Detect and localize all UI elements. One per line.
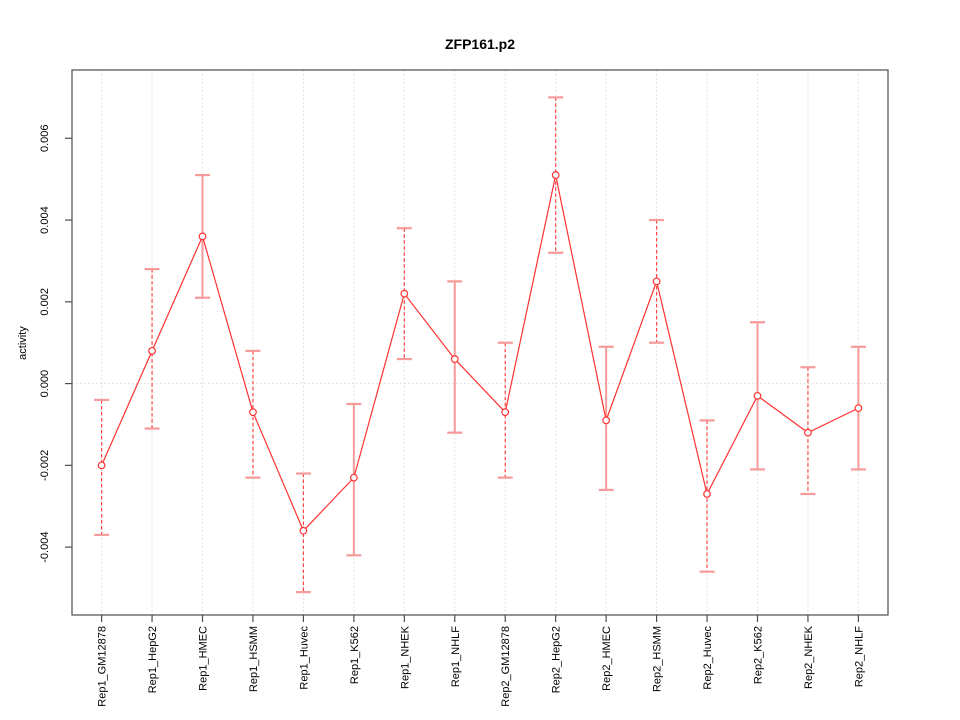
data-point-marker (198, 232, 207, 241)
x-tick-label: Rep2_NHLF (853, 626, 865, 687)
data-point-marker (551, 171, 560, 179)
data-point-marker (400, 289, 409, 298)
x-tick-label: Rep1_K562 (349, 626, 361, 684)
x-tick-label: Rep2_K562 (752, 626, 764, 684)
x-tick-label: Rep2_HMEC (601, 626, 613, 691)
y-tick-label: 0.006 (39, 125, 51, 153)
x-tick-label: Rep1_HMEC (198, 626, 210, 691)
data-point-marker (804, 428, 812, 437)
x-tick-label: Rep1_NHLF (450, 626, 462, 687)
data-point-marker (97, 461, 106, 470)
x-tick-label: Rep2_HepG2 (551, 626, 563, 693)
x-tick-label: Rep1_GM12878 (97, 626, 109, 707)
y-tick-label: -0.002 (39, 450, 51, 481)
x-tick-label: Rep1_HepG2 (147, 626, 159, 693)
x-tick-label: Rep2_Huvec (702, 626, 714, 690)
y-tick-label: 0.004 (39, 206, 51, 234)
data-point-marker (854, 404, 863, 413)
x-tick-label: Rep2_NHEK (803, 625, 815, 689)
data-point-marker (501, 408, 510, 417)
data-point-marker (753, 391, 762, 400)
data-point-marker (450, 355, 459, 363)
x-tick-label: Rep2_HSMM (652, 626, 664, 692)
data-point-marker (703, 490, 711, 498)
data-point-marker (299, 526, 308, 535)
data-point-marker (602, 416, 611, 425)
y-tick-label: 0.002 (39, 288, 51, 316)
series-line (101, 174, 859, 532)
x-tick-label: Rep1_Huvec (298, 626, 310, 690)
x-tick-label: Rep1_HSMM (248, 626, 260, 692)
data-point-marker (249, 408, 257, 417)
x-tick-label: Rep1_NHEK (399, 625, 411, 689)
plot-frame (71, 69, 889, 616)
data-point-marker (349, 473, 358, 482)
chart-title: ZFP161.p2 (444, 36, 516, 52)
data-point-marker (148, 346, 156, 355)
y-tick-label: -0.004 (39, 532, 51, 563)
x-tick-label: Rep2_GM12878 (500, 626, 512, 707)
data-point-marker (652, 277, 661, 286)
y-tick-label: 0.000 (39, 370, 51, 398)
